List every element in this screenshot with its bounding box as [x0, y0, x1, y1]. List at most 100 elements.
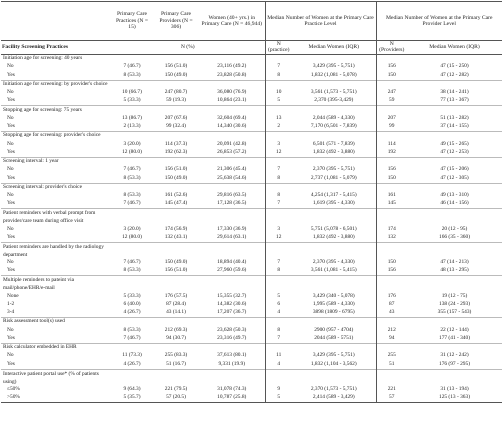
table-cell: 2,044 (589 - 4,330)	[312, 114, 355, 121]
table-cell: 8	[264, 71, 292, 81]
table-cell: 156	[375, 267, 407, 276]
table-cell: 31 (13 - 194)	[440, 385, 469, 392]
row-label: Initiation age for screening: by provide…	[1, 79, 111, 89]
table-cell	[199, 131, 265, 141]
table-cell	[111, 317, 153, 327]
question-row: Interactive patient portal use* (% of pa…	[1, 368, 502, 386]
table-cell	[153, 79, 199, 89]
table-cell: 20,091 (42.8)	[217, 140, 247, 147]
table-cell	[153, 368, 199, 386]
table-cell: 7 (46.7)	[123, 259, 141, 265]
table-cell	[292, 79, 376, 89]
question-row: Multiple reminders to pateint via mail/p…	[1, 275, 502, 293]
table-cell: 1,832 (1,104 - 3,562)	[310, 360, 357, 367]
table-cell: 38 (14 - 241)	[440, 89, 469, 95]
table-cell: 5	[264, 393, 292, 404]
row-label: Multiple reminders to pateint via mail/p…	[1, 275, 111, 293]
table-row: 3-4 4 (26.7) 43 (14.1) 17,207 (36.7) 4 3898 (…	[1, 308, 502, 318]
table-cell	[407, 182, 502, 192]
row-label: Yes	[7, 174, 15, 181]
table-cell: 47 (15 - 250)	[440, 63, 469, 70]
table-cell	[199, 79, 265, 89]
table-cell: 48 (13 - 295)	[440, 267, 469, 274]
table-cell: 14,340 (30.6)	[217, 123, 247, 129]
table-cell	[111, 156, 153, 167]
row-label: Yes	[7, 148, 15, 155]
table-cell: 8 (53.3)	[123, 192, 141, 198]
table-cell: 7 (46.7)	[123, 334, 141, 341]
table-cell: 7	[264, 63, 292, 72]
row-label: No	[7, 326, 14, 333]
table-cell: 176	[375, 292, 407, 301]
table-cell: 2,370 (395-3,429)	[314, 97, 354, 104]
table-cell	[111, 368, 153, 386]
table-cell	[375, 317, 407, 327]
table-cell: 2044 (589 - 5751)	[314, 334, 354, 341]
table-cell: 46 (14 - 156)	[440, 200, 469, 207]
table-cell: 99	[375, 122, 407, 132]
table-cell: 11	[264, 352, 292, 361]
table-cell: 8 (53.3)	[123, 267, 141, 274]
table-cell: 7	[264, 334, 292, 344]
table-row: Yes 4 (26.7) 51 (16.7) 9,331 (19.9) 4 1,832 (…	[1, 360, 502, 370]
table-cell: 25,638 (54.6)	[217, 174, 247, 181]
table-cell: 3	[264, 140, 292, 149]
table-cell: 150 (49.0)	[164, 71, 188, 78]
row-label: No	[7, 166, 14, 173]
table-row: No 3 (20.0) 114 (37.3) 20,091 (42.8) 3 6,501 …	[1, 140, 502, 149]
table-cell: 57	[375, 393, 407, 404]
table-cell: 8 (53.3)	[123, 326, 141, 333]
table-cell	[153, 131, 199, 141]
table-cell: 10,787 (25.8)	[199, 393, 265, 404]
table-row: No 3 (20.0) 174 (56.9) 17,330 (36.9) 3 5,751 …	[1, 225, 502, 234]
table-cell: 18,894 (40.4)	[217, 259, 247, 265]
table-row: No 8 (53.3) 161 (52.6) 29,816 (63.5) 8 4,254 …	[1, 191, 502, 201]
table-row: Yes 8 (53.3) 156 (51.0) 27,960 (59.6) 8 3,561…	[1, 267, 502, 276]
table-cell: 9 (64.3)	[123, 385, 141, 392]
table-cell: 51 (16.7)	[166, 360, 186, 367]
subheader-n-providers: N (Providers)	[375, 40, 407, 55]
table-cell: 29,614 (63.1)	[217, 233, 247, 240]
table-cell: 2900 (957 - 4704)	[314, 326, 354, 333]
table-cell	[153, 53, 199, 64]
table-cell: 27,960 (59.6)	[217, 267, 247, 274]
table-cell: 156	[375, 63, 407, 72]
table-cell	[292, 275, 376, 293]
table-cell: 150 (49.0)	[164, 259, 188, 265]
table-row: Yes 7 (46.7) 94 (30.7) 23,316 (49.7) 7 2044 (…	[1, 334, 502, 344]
table-cell: 150	[375, 174, 407, 184]
table-row: Yes 8 (53.3) 150 (49.0) 25,638 (54.6) 8 2,737…	[1, 174, 502, 184]
row-label: Risk calculator embedded in EHR	[1, 342, 111, 353]
table-cell	[111, 208, 153, 226]
question-row: Initiation age for screening: by provide…	[1, 79, 502, 89]
header-providers: Primary Care Providers (N = 306)	[153, 1, 199, 41]
table-cell	[199, 208, 265, 226]
table-cell: 161 (52.6)	[164, 192, 188, 198]
header-women: Women (40+ yrs.) in Primary Care (N = 46…	[199, 1, 265, 41]
table-cell	[264, 131, 292, 141]
table-cell: 31,078 (74.3)	[217, 385, 247, 392]
table-cell: 8 (53.3)	[123, 71, 141, 78]
table-cell	[153, 275, 199, 293]
question-row: Initiation age for screening: 40 years	[1, 53, 502, 64]
table-cell: 47 (12 - 305)	[440, 174, 469, 181]
table-cell	[264, 342, 292, 353]
table-cell: 6 (40.0)	[123, 300, 141, 307]
table-cell	[375, 368, 407, 386]
subheader-median-provider: Median Women (IQR)	[407, 40, 502, 55]
table-cell: 221 (79.5)	[164, 385, 188, 392]
table-row: No 11 (73.3) 255 (83.3) 37,613 (80.1) 11 3,42…	[1, 352, 502, 361]
table-row: No 7 (46.7) 156 (51.0) 21,306 (45.4) 7 2,370 …	[1, 166, 502, 175]
table-cell: 99 (32.4)	[166, 123, 186, 129]
table-cell: 247 (80.7)	[164, 89, 188, 95]
table-row: None 5 (33.3) 176 (57.5) 15,355 (32.7) 5 3,42…	[1, 292, 502, 301]
table-cell: 37,613 (80.1)	[217, 352, 247, 359]
table-cell: 114 (37.3)	[164, 140, 188, 147]
table-cell: 114	[375, 140, 407, 149]
row-label: No	[7, 114, 14, 121]
row-label: No	[7, 352, 14, 359]
table-cell: 2,370 (1,573 - 5,751)	[310, 385, 357, 392]
table-cell: 156	[375, 166, 407, 175]
table-cell	[292, 182, 376, 192]
table-cell: 255 (83.3)	[164, 352, 188, 359]
